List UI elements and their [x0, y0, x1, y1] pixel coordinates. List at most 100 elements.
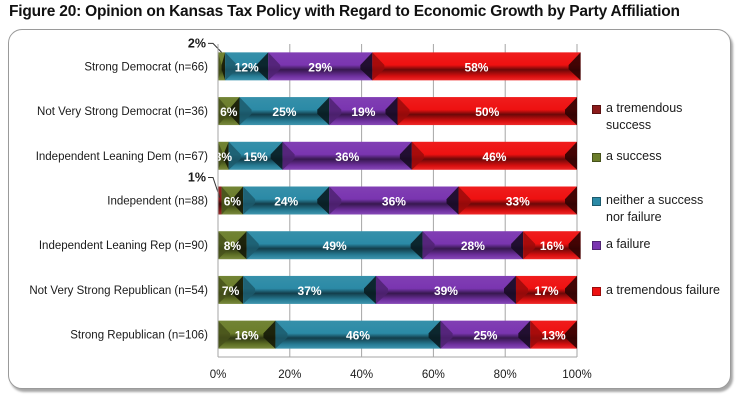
bar-bevel: [228, 97, 240, 126]
bar-segment: [411, 141, 577, 170]
category-label: Not Very Strong Democrat (n=36): [37, 106, 208, 118]
value-label: 12%: [235, 60, 259, 74]
bar-bevel: [411, 141, 424, 170]
bar-segment: [243, 186, 330, 215]
bar-bevel: [221, 186, 233, 215]
category-label: Strong Democrat (n=66): [84, 61, 208, 73]
bar-segment: [239, 97, 330, 126]
bar-bevel: [239, 97, 252, 126]
category-label: Independent (n=88): [107, 196, 208, 208]
legend-label: neither a success nor failure: [606, 193, 704, 224]
legend-item-success: a success: [592, 148, 724, 165]
value-label: 58%: [464, 60, 488, 74]
bar-bevel: [422, 231, 435, 260]
legend-item-tremendous-failure: a tremendous failure: [592, 282, 724, 299]
value-label: 7%: [222, 284, 240, 298]
bar-bevel: [231, 275, 244, 304]
x-tick-label: 80%: [494, 369, 517, 381]
value-label: 16%: [235, 329, 259, 343]
bar-segment: [218, 186, 222, 215]
bar-segment: [268, 52, 373, 81]
bar-bevel: [282, 141, 295, 170]
bar-bevel: [372, 52, 385, 81]
legend-swatch-icon: [592, 241, 601, 250]
bar-bevel: [218, 141, 224, 170]
value-label: 33%: [506, 195, 530, 209]
bar-bevel: [246, 231, 259, 260]
bar-bevel: [397, 97, 410, 126]
bar-bevel: [218, 320, 230, 349]
bar-bevel: [317, 97, 330, 126]
bar-bevel: [243, 186, 256, 215]
bar-bevel: [503, 275, 516, 304]
legend-item-failure: a failure: [592, 236, 724, 253]
bar-bevel: [410, 231, 423, 260]
value-label: 8%: [224, 239, 242, 253]
bar-segment: [246, 231, 423, 260]
value-label: 46%: [482, 150, 506, 164]
bar-bevel: [275, 320, 288, 349]
value-label: 39%: [434, 284, 458, 298]
legend-item-neither: neither a success nor failure: [592, 192, 724, 226]
category-label: Independent Leaning Dem (n=67): [36, 151, 208, 163]
bar-bevel: [565, 320, 577, 349]
callout-label: 1%: [188, 171, 206, 185]
bar-bevel: [565, 97, 577, 126]
value-label: 50%: [475, 105, 499, 119]
bar-bevel: [243, 275, 256, 304]
bar-bevel: [232, 186, 244, 215]
bar-segment: [422, 231, 524, 260]
bar-bevel: [263, 320, 276, 349]
x-tick-label: 100%: [562, 369, 591, 381]
bar-bevel: [270, 141, 283, 170]
axes: 0% 20% 40% 60% 80% 100%: [210, 44, 592, 381]
bar-bevel: [218, 52, 222, 81]
chart-title: Figure 20: Opinion on Kansas Tax Policy …: [9, 3, 680, 20]
legend-label: a success: [606, 149, 662, 163]
callout-leader-line: [208, 42, 222, 53]
bar-segment: [275, 320, 441, 349]
bar-bevel: [565, 275, 577, 304]
value-label: 28%: [461, 239, 485, 253]
value-label: 49%: [323, 239, 347, 253]
callout-label: 2%: [188, 36, 206, 50]
bar-bevel: [268, 52, 281, 81]
bar-bevel: [329, 186, 342, 215]
bar-bevel: [317, 186, 330, 215]
labels: Strong Democrat (n=66) 12% 29% 58% Not Very …: [29, 36, 566, 342]
bar-bevel: [458, 186, 471, 215]
bar-segment: [329, 186, 459, 215]
value-label: 36%: [382, 195, 406, 209]
bar-bevel: [218, 275, 230, 304]
bar-bevel: [568, 52, 581, 81]
legend-swatch-icon: [592, 287, 601, 296]
x-tick-label: 0%: [210, 369, 227, 381]
value-label: 6%: [220, 105, 238, 119]
x-tick-label: 40%: [350, 369, 373, 381]
bar-bevel: [511, 231, 524, 260]
bar-bevel: [428, 320, 441, 349]
bars: [218, 52, 581, 349]
value-label: 24%: [274, 195, 298, 209]
bar-segment: [282, 141, 412, 170]
value-label: 25%: [272, 105, 296, 119]
legend-swatch-icon: [592, 197, 601, 206]
bar-bevel: [446, 186, 459, 215]
bar-bevel: [223, 141, 229, 170]
category-label: Strong Republican (n=106): [70, 330, 208, 342]
value-label: 25%: [473, 329, 497, 343]
value-label: 17%: [534, 284, 558, 298]
bar-bevel: [256, 52, 269, 81]
bar-bevel: [515, 275, 528, 304]
value-label: 36%: [335, 150, 359, 164]
bar-bevel: [225, 52, 238, 81]
bar-segment: [372, 52, 581, 81]
bar-bevel: [568, 231, 581, 260]
value-label: 37%: [298, 284, 322, 298]
bar-bevel: [565, 141, 577, 170]
bar-bevel: [399, 141, 412, 170]
legend-swatch-icon: [592, 105, 601, 114]
bar-bevel: [221, 52, 226, 81]
value-label: 29%: [308, 60, 332, 74]
